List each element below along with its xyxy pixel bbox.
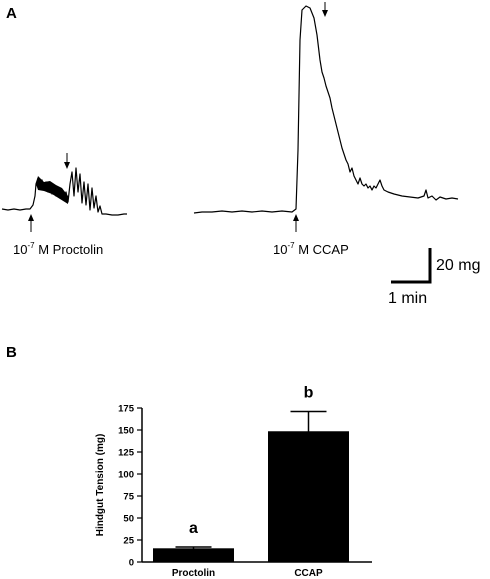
proctolin-dose-exponent: -7	[27, 241, 35, 250]
ccap-trace-line	[193, 5, 459, 214]
significance-label-proctolin: a	[189, 520, 198, 537]
y-tick-label: 0	[129, 558, 134, 569]
significance-label-ccap: b	[304, 385, 314, 402]
y-axis-title: Hindgut Tension (mg)	[95, 434, 106, 537]
y-tick-label: 50	[123, 514, 134, 525]
panel-b-label: B	[6, 344, 17, 361]
proctolin-dose-unit: M	[35, 242, 53, 257]
proctolin-onset-arrow	[28, 214, 34, 232]
ccap-dose-label: 10-7 M CCAP	[273, 241, 349, 257]
proctolin-washout-arrow	[64, 153, 70, 169]
ccap-agent-label: CCAP	[313, 242, 349, 257]
category-label-proctolin: Proctolin	[172, 568, 215, 579]
category-label-ccap: CCAP	[294, 568, 323, 579]
ccap-dose-base: 10	[273, 242, 287, 257]
y-tick-label: 75	[123, 492, 134, 503]
ccap-washout-arrow	[322, 2, 328, 17]
bar-proctolin	[153, 548, 234, 563]
scale-bar: 20 mg 1 min	[388, 248, 480, 307]
y-tick-label: 125	[118, 448, 135, 459]
bar-ccap	[268, 431, 349, 563]
proctolin-trace-line	[1, 167, 127, 216]
scale-bar-vertical-label: 20 mg	[436, 257, 480, 274]
y-tick-label: 100	[118, 470, 134, 481]
proctolin-dose-label: 10-7 M Proctolin	[13, 241, 103, 257]
y-tick-label: 175	[118, 404, 135, 415]
panel-b: B 0 25 50 75 100 125 150 175 Hindgut Tension (mg…	[6, 344, 372, 579]
y-tick-label: 25	[123, 536, 134, 547]
panel-a-label: A	[6, 5, 17, 22]
ccap-onset-arrow	[293, 214, 299, 232]
panel-a: A 10-7 M Proctolin 10-7 M CCAP	[1, 2, 480, 307]
ccap-dose-unit: M	[295, 242, 313, 257]
bar-chart: 0 25 50 75 100 125 150 175 Hindgut Tension (mg) a…	[95, 385, 372, 579]
y-tick-label: 150	[118, 426, 134, 437]
proctolin-dose-base: 10	[13, 242, 27, 257]
scale-bar-horizontal-label: 1 min	[388, 290, 427, 307]
ccap-dose-exponent: -7	[287, 241, 295, 250]
proctolin-agent-label: Proctolin	[53, 242, 104, 257]
proctolin-trace-fill	[36, 176, 68, 204]
